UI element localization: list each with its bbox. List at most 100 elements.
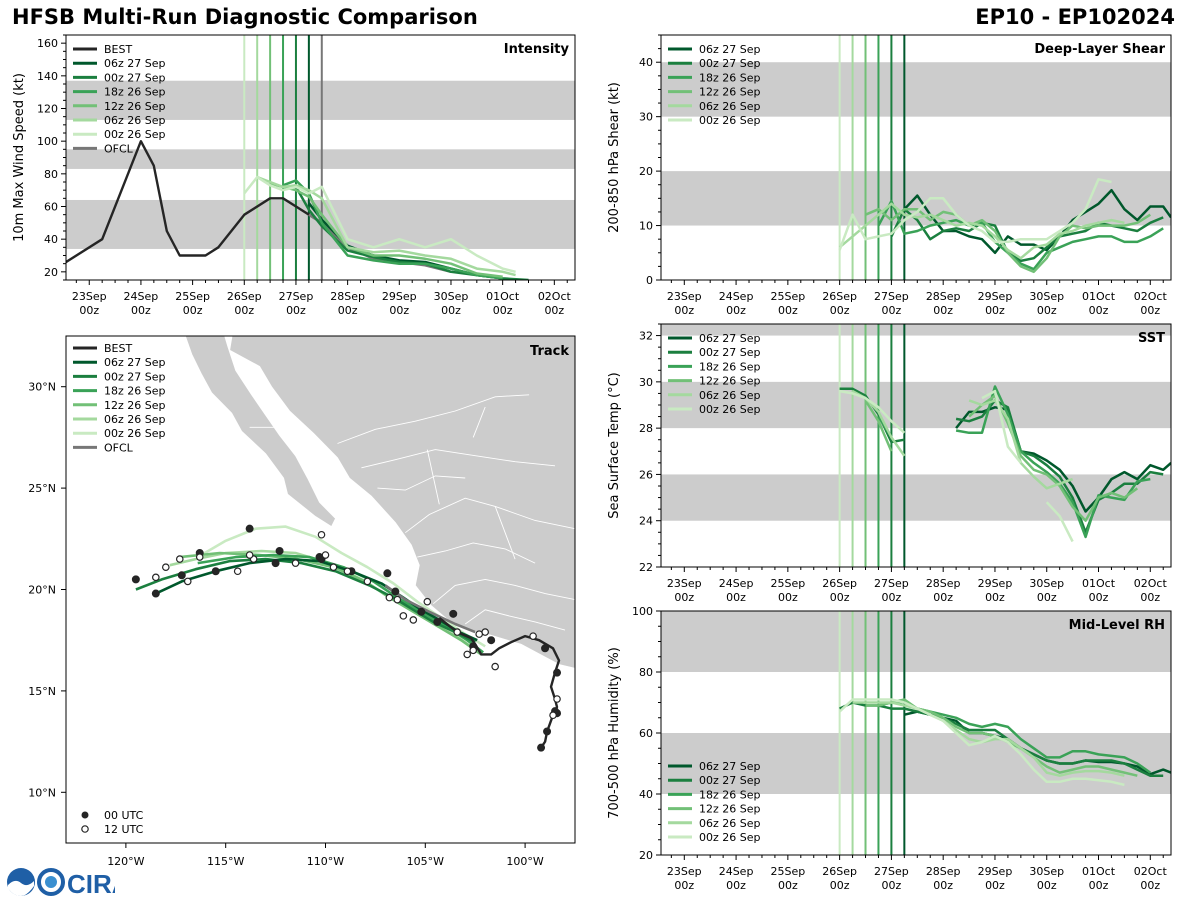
legend-label: 00 UTC — [104, 809, 144, 822]
x-tick-label: 00z — [1140, 591, 1160, 604]
y-tick-label: 22 — [639, 561, 653, 574]
x-tick-label: 02Oct — [1134, 865, 1168, 878]
marker-00utc — [487, 636, 496, 645]
series-06z-27-sep — [903, 188, 1171, 255]
legend-label: 12z 26 Sep — [699, 375, 761, 388]
x-tick-label: 00z — [389, 304, 409, 317]
marker-00utc — [211, 567, 220, 576]
panel-title: Deep-Layer Shear — [1034, 42, 1165, 57]
legend-label: 00z 27 Sep — [699, 774, 761, 787]
x-tick-label: 00z — [1140, 879, 1160, 892]
marker-12utc — [321, 551, 330, 559]
legend-label: 12z 26 Sep — [699, 86, 761, 99]
marker-12utc — [423, 597, 432, 606]
panel-shear: 01020304023Sep00z24Sep00z25Sep00z26Sep00… — [607, 34, 1172, 317]
x-tick-label: 00z — [183, 304, 203, 317]
legend-label: 06z 27 Sep — [699, 332, 761, 345]
x-tick-label: 23Sep — [667, 577, 702, 590]
plot-area-rh — [661, 611, 1171, 855]
x-tick-label: 00z — [985, 304, 1005, 317]
marker-00utc — [553, 668, 562, 677]
panel-title: Track — [530, 344, 569, 359]
series-00z-26-sep — [838, 178, 1112, 251]
x-tick-label: 00z — [1089, 304, 1109, 317]
x-tick-label: 00z — [131, 304, 151, 317]
series-12z-26-sep — [269, 182, 503, 278]
x-tick-label: 00z — [1140, 304, 1160, 317]
x-tick-label: 02Oct — [1134, 290, 1168, 303]
state-border — [464, 609, 566, 631]
legend-label: 00z 26 Sep — [699, 831, 761, 844]
x-tick-label: 01Oct — [486, 290, 520, 303]
marker-12utc — [463, 650, 472, 659]
x-tick-label: 00z — [933, 591, 953, 604]
x-tick-label: 25Sep — [175, 290, 210, 303]
threshold-band — [66, 80, 575, 120]
y-tick-label: 28 — [639, 422, 653, 435]
x-tick-label: 00z — [882, 591, 902, 604]
x-tick-label: 27Sep — [279, 290, 314, 303]
y-tick-label: 100 — [37, 135, 58, 148]
x-tick-label: 00z — [1089, 591, 1109, 604]
y-tick-label: 30°N — [28, 381, 56, 394]
marker-00utc — [383, 569, 392, 578]
marker-12utc — [329, 563, 338, 571]
y-axis-label: 200-850 hPa Shear (kt) — [607, 82, 622, 233]
series-12z-26-sep — [865, 207, 1151, 274]
marker-12utc — [291, 559, 300, 567]
state-border — [472, 406, 486, 438]
x-tick-label: 25Sep — [770, 865, 805, 878]
y-tick-label: 15°N — [28, 685, 56, 698]
marker-00utc — [391, 587, 400, 596]
axes-frame — [660, 323, 1172, 568]
threshold-band — [661, 324, 1171, 336]
y-tick-label: 20 — [639, 165, 653, 178]
y-tick-label: 25°N — [28, 482, 56, 495]
x-tick-label: 25Sep — [770, 577, 805, 590]
marker-12utc — [343, 567, 352, 576]
x-tick-label: 00z — [830, 591, 850, 604]
y-tick-label: 32 — [639, 330, 653, 343]
marker-00utc — [151, 589, 160, 598]
y-axis-label: 10m Max Wind Speed (kt) — [12, 73, 27, 242]
x-tick-label: 00z — [674, 591, 694, 604]
state-border — [494, 506, 516, 560]
marker-12utc — [233, 567, 242, 576]
legend-label: 06z 26 Sep — [699, 389, 761, 402]
panel-rh: 2040608010023Sep00z24Sep00z25Sep00z26Sep… — [607, 605, 1172, 892]
legend-label: 06z 27 Sep — [104, 356, 166, 369]
marker-12utc — [491, 662, 499, 671]
legend-label: 00z 26 Sep — [699, 403, 761, 416]
x-tick-label: 01Oct — [1082, 290, 1116, 303]
x-tick-label: 00z — [1037, 304, 1057, 317]
panel-track: 120°W 115°W 110°W 105°W 100°W 10°N 15°N 20°N 25°… — [28, 335, 576, 868]
state-border — [405, 497, 575, 534]
legend-label: 18z 26 Sep — [699, 360, 761, 373]
x-tick-label: 100°W — [506, 855, 543, 868]
storm-id: EP10 - EP102024 — [975, 5, 1175, 29]
y-tick-label: 40 — [639, 788, 653, 801]
y-axis-label: 700-500 hPa Humidity (%) — [607, 647, 622, 819]
x-tick-label: 28Sep — [926, 865, 961, 878]
x-tick-label: 30Sep — [1029, 290, 1064, 303]
x-tick-label: 24Sep — [124, 290, 159, 303]
legend-label: 00z 27 Sep — [699, 346, 761, 359]
x-tick-label: 30Sep — [1029, 865, 1064, 878]
x-tick-label: 00z — [778, 304, 798, 317]
legend-label: 00z 26 Sep — [699, 114, 761, 127]
state-border — [417, 542, 536, 564]
plot-area-intensity — [66, 35, 575, 280]
marker-12utc — [162, 563, 170, 571]
x-tick-label: 23Sep — [667, 290, 702, 303]
x-tick-label: 29Sep — [978, 865, 1013, 878]
series-06z-26-sep — [256, 175, 516, 277]
marker-12utc — [183, 577, 192, 586]
legend-label: OFCL — [104, 441, 134, 454]
legend-marker-12utc — [81, 825, 89, 833]
marker-00utc — [131, 575, 140, 584]
series-00z-27-sep — [890, 207, 1164, 263]
x-tick-label: 23Sep — [72, 290, 107, 303]
marker-12utc — [549, 711, 557, 720]
marker-12utc — [409, 616, 418, 624]
marker-00utc — [417, 607, 426, 616]
